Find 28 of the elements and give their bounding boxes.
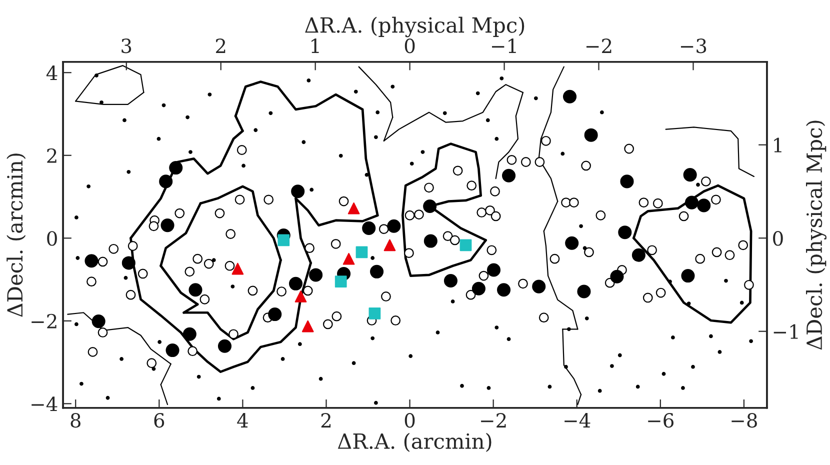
x-tick-label: −8: [732, 413, 757, 428]
y2-tick-label: 1: [774, 138, 782, 152]
y2-axis-title: ΔDecl. (physical Mpc): [806, 120, 826, 350]
y-tick-label: −4: [32, 396, 58, 412]
x-tick-label: 4: [237, 413, 248, 428]
x2-tick-label: 0: [404, 38, 415, 54]
y-tick-label: 2: [47, 148, 56, 163]
x2-tick-label: −1: [492, 38, 516, 53]
x-tick-label: −4: [564, 413, 590, 428]
x-tick-label: 6: [154, 413, 164, 428]
x-tick-label: 8: [70, 413, 80, 428]
x2-tick-label: −2: [586, 38, 612, 53]
x-axis-title: ΔR.A. (arcmin): [338, 432, 492, 452]
x2-tick-label: 1: [312, 38, 319, 53]
x2-axis-title: ΔR.A. (physical Mpc): [305, 16, 524, 38]
x-tick-label: −6: [648, 413, 674, 428]
x-tick-label: −2: [481, 413, 506, 428]
y-tick-label: 0: [47, 231, 57, 246]
y-axis-title: ΔDecl. (arcmin): [6, 154, 26, 317]
x2-tick-label: −3: [680, 38, 706, 54]
y2-tick-label: 0: [773, 231, 783, 246]
y2-tick-label: −1: [774, 324, 798, 339]
x-tick-label: 0: [404, 413, 415, 428]
y-tick-label: −2: [32, 314, 56, 328]
x-tick-label: 2: [321, 413, 331, 428]
y-tick-label: 4: [46, 66, 58, 80]
x2-tick-label: 3: [122, 38, 132, 54]
x2-tick-label: 2: [216, 38, 226, 53]
